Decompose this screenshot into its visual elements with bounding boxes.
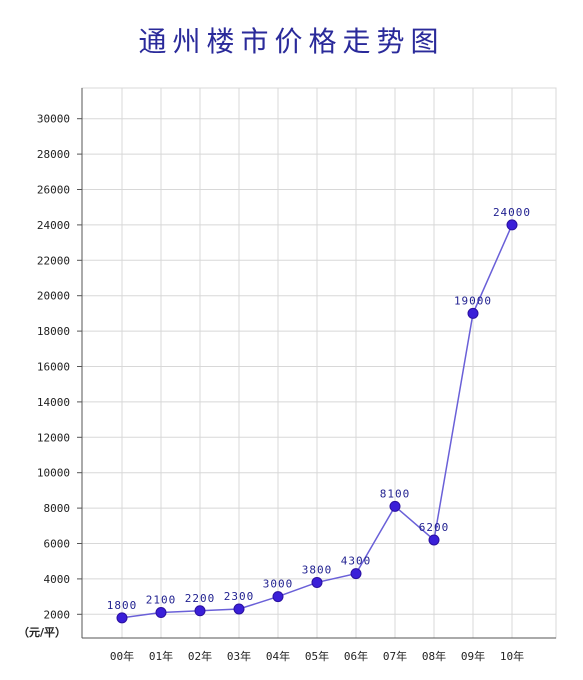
- y-tick-label: 14000: [37, 396, 70, 409]
- axes: [77, 88, 556, 639]
- x-tick-label: 05年: [305, 649, 329, 663]
- data-label: 1800: [107, 599, 138, 612]
- data-point: [272, 591, 284, 603]
- data-label: 2300: [224, 590, 255, 603]
- data-label: 8100: [380, 487, 411, 500]
- x-tick-label: 09年: [461, 649, 485, 663]
- data-point: [116, 612, 128, 624]
- series: [116, 219, 518, 624]
- y-axis-unit-label: （元/平）: [18, 626, 66, 639]
- y-tick-label: 12000: [37, 431, 70, 444]
- data-point: [467, 307, 479, 319]
- y-tick-label: 8000: [44, 502, 71, 515]
- data-point: [194, 605, 206, 617]
- y-tick-label: 22000: [37, 254, 70, 267]
- chart-title: 通州楼市价格走势图: [138, 25, 445, 58]
- x-tick-label: 01年: [149, 649, 173, 663]
- x-tick-label: 00年: [110, 649, 134, 663]
- data-point: [233, 603, 245, 615]
- y-tick-label: 4000: [44, 573, 71, 586]
- y-tick-label: 16000: [37, 361, 70, 374]
- x-tick-label: 04年: [266, 649, 290, 663]
- y-tick-label: 20000: [37, 290, 70, 303]
- y-tick-label: 10000: [37, 467, 70, 480]
- y-tick-label: 18000: [37, 325, 70, 338]
- x-tick-label: 02年: [188, 649, 212, 663]
- plot-area: [81, 87, 557, 639]
- y-tick-label: 26000: [37, 184, 70, 197]
- data-label: 2100: [146, 594, 177, 607]
- data-point: [311, 576, 323, 588]
- y-tick-label: 24000: [37, 219, 70, 232]
- x-tick-label: 10年: [500, 649, 524, 663]
- data-point: [428, 534, 440, 546]
- x-tick-label: 07年: [383, 649, 407, 663]
- x-tick-labels: 00年 01年 02年 03年 04年 05年 06年 07年 08年 09年 10年: [110, 649, 524, 663]
- data-label: 24000: [493, 206, 531, 219]
- data-label: 3800: [302, 563, 333, 576]
- x-tick-label: 06年: [344, 649, 368, 663]
- data-label: 4300: [341, 555, 372, 568]
- x-tick-label: 08年: [422, 649, 446, 663]
- data-point: [350, 568, 362, 580]
- data-label: 6200: [419, 521, 450, 534]
- y-tick-label: 28000: [37, 148, 70, 161]
- x-tick-label: 03年: [227, 649, 251, 663]
- data-label: 3000: [263, 578, 294, 591]
- y-tick-label: 6000: [44, 538, 71, 551]
- y-tick-label: 2000: [44, 608, 71, 621]
- grid: [81, 87, 557, 639]
- data-label: 2200: [185, 592, 216, 605]
- data-point: [155, 607, 167, 619]
- y-tick-label: 30000: [37, 113, 70, 126]
- data-point: [389, 500, 401, 512]
- data-labels: 1800 2100 2200 2300 3000 3800 4300 8100 6200 1900…: [107, 206, 531, 612]
- y-tick-labels: 2000 4000 6000 8000 10000 12000 14000 16000 1800…: [37, 113, 70, 622]
- data-point: [506, 219, 518, 231]
- data-label: 19000: [454, 294, 492, 307]
